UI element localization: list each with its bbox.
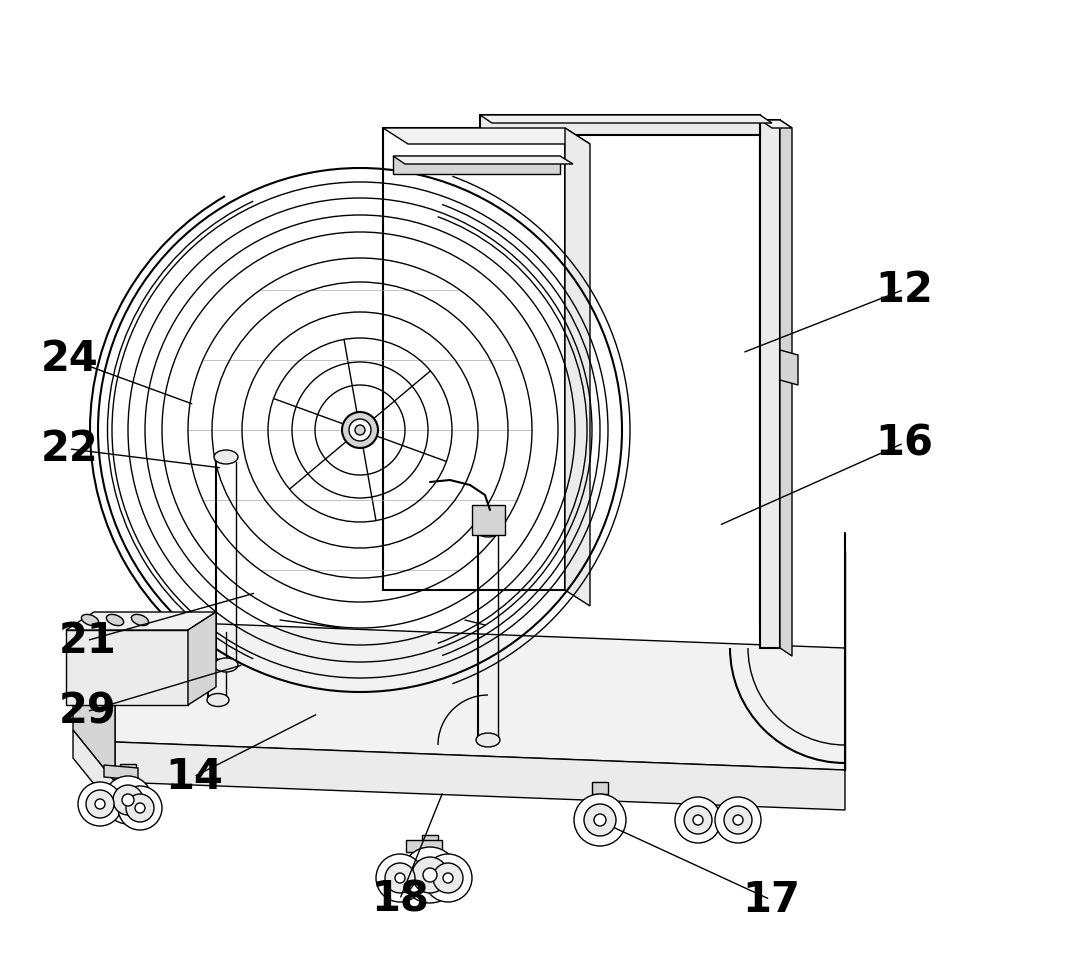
Ellipse shape: [424, 854, 472, 902]
Ellipse shape: [131, 615, 148, 625]
Text: 16: 16: [876, 422, 933, 464]
Ellipse shape: [594, 814, 606, 826]
Ellipse shape: [476, 523, 500, 537]
Ellipse shape: [207, 693, 229, 707]
Ellipse shape: [355, 425, 365, 435]
Ellipse shape: [714, 797, 761, 843]
Polygon shape: [120, 764, 136, 776]
Ellipse shape: [675, 797, 721, 843]
Polygon shape: [383, 128, 565, 590]
Polygon shape: [422, 835, 438, 847]
Ellipse shape: [412, 857, 447, 893]
Text: 17: 17: [742, 878, 800, 921]
Ellipse shape: [693, 815, 703, 825]
Ellipse shape: [443, 873, 453, 883]
Polygon shape: [406, 840, 442, 852]
Ellipse shape: [117, 786, 162, 830]
Polygon shape: [472, 505, 505, 535]
Text: 22: 22: [41, 428, 98, 470]
Ellipse shape: [126, 794, 154, 822]
Polygon shape: [760, 120, 780, 648]
Polygon shape: [115, 620, 845, 770]
Ellipse shape: [433, 863, 464, 893]
Polygon shape: [73, 730, 115, 810]
Polygon shape: [480, 115, 760, 135]
Ellipse shape: [349, 419, 371, 441]
Text: 18: 18: [372, 878, 429, 921]
Ellipse shape: [574, 794, 626, 846]
Polygon shape: [780, 120, 792, 656]
Ellipse shape: [584, 804, 616, 836]
Ellipse shape: [95, 799, 105, 809]
Text: 29: 29: [59, 690, 116, 733]
Ellipse shape: [214, 658, 238, 672]
Text: 24: 24: [41, 338, 98, 380]
Ellipse shape: [122, 794, 134, 806]
Polygon shape: [760, 120, 792, 128]
Ellipse shape: [78, 782, 122, 826]
Ellipse shape: [104, 776, 152, 824]
Ellipse shape: [476, 733, 500, 747]
Ellipse shape: [107, 615, 124, 625]
Polygon shape: [393, 156, 574, 164]
Ellipse shape: [402, 847, 458, 903]
Ellipse shape: [733, 815, 743, 825]
Ellipse shape: [87, 790, 114, 818]
Polygon shape: [592, 782, 608, 794]
Text: 14: 14: [166, 756, 223, 798]
Ellipse shape: [81, 615, 98, 625]
Polygon shape: [188, 612, 216, 705]
Ellipse shape: [684, 806, 712, 834]
Polygon shape: [66, 630, 188, 705]
Text: 12: 12: [876, 269, 933, 311]
Polygon shape: [104, 765, 138, 780]
Text: 21: 21: [59, 620, 116, 662]
Polygon shape: [480, 115, 772, 123]
Ellipse shape: [214, 450, 238, 464]
Ellipse shape: [342, 412, 378, 448]
Polygon shape: [66, 612, 216, 630]
Ellipse shape: [395, 873, 405, 883]
Polygon shape: [73, 620, 115, 782]
Ellipse shape: [423, 868, 437, 882]
Ellipse shape: [724, 806, 752, 834]
Polygon shape: [115, 742, 845, 810]
Polygon shape: [393, 156, 560, 174]
Ellipse shape: [376, 854, 424, 902]
Polygon shape: [383, 128, 590, 144]
Ellipse shape: [384, 863, 415, 893]
Polygon shape: [565, 128, 590, 606]
Ellipse shape: [135, 803, 145, 813]
Ellipse shape: [113, 785, 143, 815]
Polygon shape: [780, 350, 798, 385]
